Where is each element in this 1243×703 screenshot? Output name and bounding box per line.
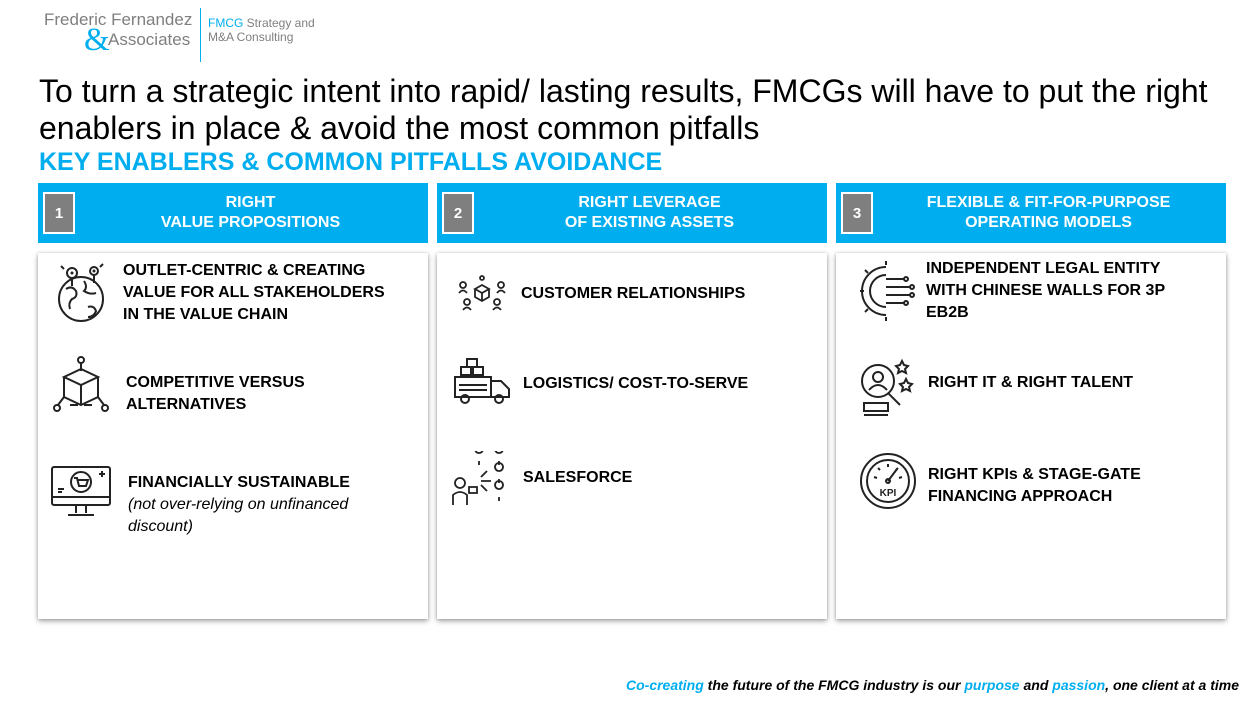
box-network-icon <box>53 356 109 412</box>
enabler-text: COMPETITIVE VERSUS ALTERNATIVES <box>126 372 305 416</box>
enabler-text: SALESFORCE <box>523 467 632 489</box>
enabler-text: OUTLET-CENTRIC & CREATING VALUE FOR ALL … <box>123 260 385 326</box>
page-title: To turn a strategic intent into rapid/ l… <box>39 73 1208 146</box>
column-1-body: OUTLET-CENTRIC & CREATING VALUE FOR ALL … <box>38 253 428 619</box>
logo-name-line2: Associates <box>108 30 191 49</box>
salesforce-people-icon <box>452 451 504 505</box>
enabler-line: FINANCIALLY SUSTAINABLE <box>128 474 350 491</box>
column-2-title: RIGHT LEVERAGE OF EXISTING ASSETS <box>482 193 817 233</box>
footer-part: passion <box>1052 677 1106 693</box>
enabler-line: RIGHT IT & RIGHT TALENT <box>928 374 1134 391</box>
enabler-line: VALUE FOR ALL STAKEHOLDERS <box>123 284 385 301</box>
gear-circuit-icon <box>860 261 915 321</box>
enabler-text: LOGISTICS/ COST-TO-SERVE <box>523 373 748 395</box>
enabler-text: RIGHT IT & RIGHT TALENT <box>928 372 1133 394</box>
column-2-header: 2 RIGHT LEVERAGE OF EXISTING ASSETS <box>437 183 827 243</box>
talent-search-icon <box>861 358 914 416</box>
ecommerce-monitor-icon <box>51 466 111 516</box>
page-subtitle: KEY ENABLERS & COMMON PITFALLS AVOIDANCE <box>39 148 663 176</box>
column-3-title-line1: FLEXIBLE & FIT-FOR-PURPOSE <box>926 194 1171 211</box>
footer-part: , one client at a time <box>1105 677 1239 693</box>
column-2-number: 2 <box>442 192 474 234</box>
enabler-note: (not over-relying on unfinanced <box>128 496 349 513</box>
logo-tag-rest: Strategy and <box>243 16 315 30</box>
enabler-line: OUTLET-CENTRIC & CREATING <box>123 262 366 279</box>
logo-name-line1: Frederic Fernandez <box>44 10 193 29</box>
footer-part: the future of the FMCG industry is our <box>703 677 965 693</box>
column-1-number: 1 <box>43 192 75 234</box>
company-logo: Frederic Fernandez & Associates FMCG Str… <box>44 8 334 63</box>
enabler-note: discount) <box>128 518 193 535</box>
column-2-title-line2: OF EXISTING ASSETS <box>564 214 735 231</box>
logo-divider <box>200 8 201 62</box>
svg-text:KPI: KPI <box>880 488 897 499</box>
logo-tag-strong: FMCG <box>208 16 244 30</box>
enabler-line: SALESFORCE <box>523 469 633 486</box>
enabler-line: CUSTOMER RELATIONSHIPS <box>521 285 746 302</box>
column-1-header: 1 RIGHT VALUE PROPOSITIONS <box>38 183 428 243</box>
column-1-title-line1: RIGHT <box>225 194 276 211</box>
logo-ampersand: & <box>84 22 110 58</box>
enabler-line: RIGHT KPIs & STAGE-GATE <box>928 466 1141 483</box>
column-3-body: INDEPENDENT LEGAL ENTITY WITH CHINESE WA… <box>836 253 1226 619</box>
enabler-text: INDEPENDENT LEGAL ENTITY WITH CHINESE WA… <box>926 258 1165 324</box>
column-3-title: FLEXIBLE & FIT-FOR-PURPOSE OPERATING MOD… <box>881 193 1216 233</box>
enabler-line: EB2B <box>926 304 969 321</box>
enabler-text: CUSTOMER RELATIONSHIPS <box>521 283 745 305</box>
enabler-line: LOGISTICS/ COST-TO-SERVE <box>523 375 749 392</box>
footer-part: purpose <box>964 677 1020 693</box>
globe-network-icon <box>58 263 104 322</box>
enabler-line: ALTERNATIVES <box>126 396 247 413</box>
delivery-truck-icon <box>454 358 510 404</box>
column-1-title: RIGHT VALUE PROPOSITIONS <box>83 193 418 233</box>
customer-network-icon <box>458 275 506 311</box>
logo-tag-line2: M&A Consulting <box>208 30 294 44</box>
column-2-title-line1: RIGHT LEVERAGE <box>578 194 721 211</box>
column-2-body: CUSTOMER RELATIONSHIPS LOGISTICS/ COST-T… <box>437 253 827 619</box>
enabler-line: INDEPENDENT LEGAL ENTITY <box>926 260 1161 277</box>
enabler-line: IN THE VALUE CHAIN <box>123 306 289 323</box>
footer-part: Co-creating <box>626 677 704 693</box>
enabler-text: FINANCIALLY SUSTAINABLE (not over-relyin… <box>128 472 350 538</box>
kpi-gauge-icon: KPI <box>860 453 916 509</box>
column-3-title-line2: OPERATING MODELS <box>965 214 1132 231</box>
enabler-line: WITH CHINESE WALLS FOR 3P <box>926 282 1166 299</box>
column-3-number: 3 <box>841 192 873 234</box>
footer-part: and <box>1019 677 1053 693</box>
column-3-header: 3 FLEXIBLE & FIT-FOR-PURPOSE OPERATING M… <box>836 183 1226 243</box>
column-1-title-line2: VALUE PROPOSITIONS <box>160 214 341 231</box>
enabler-line: COMPETITIVE VERSUS <box>126 374 305 391</box>
enabler-text: RIGHT KPIs & STAGE-GATE FINANCING APPROA… <box>928 464 1141 508</box>
enabler-line: FINANCING APPROACH <box>928 488 1113 505</box>
logo-tagline: FMCG Strategy and M&A Consulting <box>208 16 315 44</box>
footer-tagline: Co-creating the future of the FMCG indus… <box>626 677 1239 693</box>
